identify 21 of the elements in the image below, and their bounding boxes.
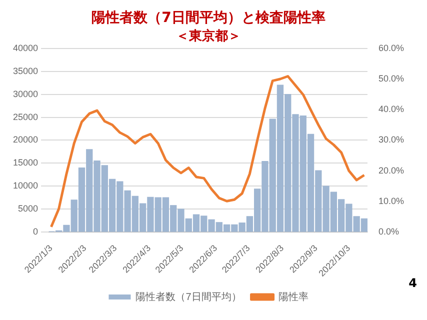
y-tick-label: 10000: [12, 180, 38, 191]
y2-tick-label: 10.0%: [378, 196, 404, 206]
text: 4: [408, 276, 417, 290]
y-tick-label: 25000: [12, 112, 38, 122]
y2-tick-label: 40.0%: [378, 104, 404, 114]
legend-label: 陽性率: [278, 290, 308, 303]
y2-tick-label: 30.0%: [378, 134, 404, 145]
chart-title: 陽性者数（7日間平均）と検査陽性率: [92, 9, 326, 26]
y-tick-label: 40000: [12, 42, 38, 53]
y-tick-label: 15000: [12, 158, 38, 168]
chart-subtitle: ＜東京都＞: [176, 28, 241, 44]
legend-label: 陽性者数（7日間平均）: [136, 290, 242, 303]
y2-tick-label: 60.0%: [378, 42, 404, 53]
y-tick-label: 0: [33, 226, 38, 237]
y2-tick-label: 0.0%: [378, 226, 399, 237]
y-tick-label: 20000: [12, 134, 38, 145]
y-tick-label: 30000: [12, 88, 38, 99]
y-tick-label: 35000: [12, 66, 38, 76]
y2-tick-label: 50.0%: [378, 73, 404, 84]
y-tick-label: 5000: [18, 204, 38, 214]
y2-tick-label: 20.0%: [378, 165, 404, 176]
